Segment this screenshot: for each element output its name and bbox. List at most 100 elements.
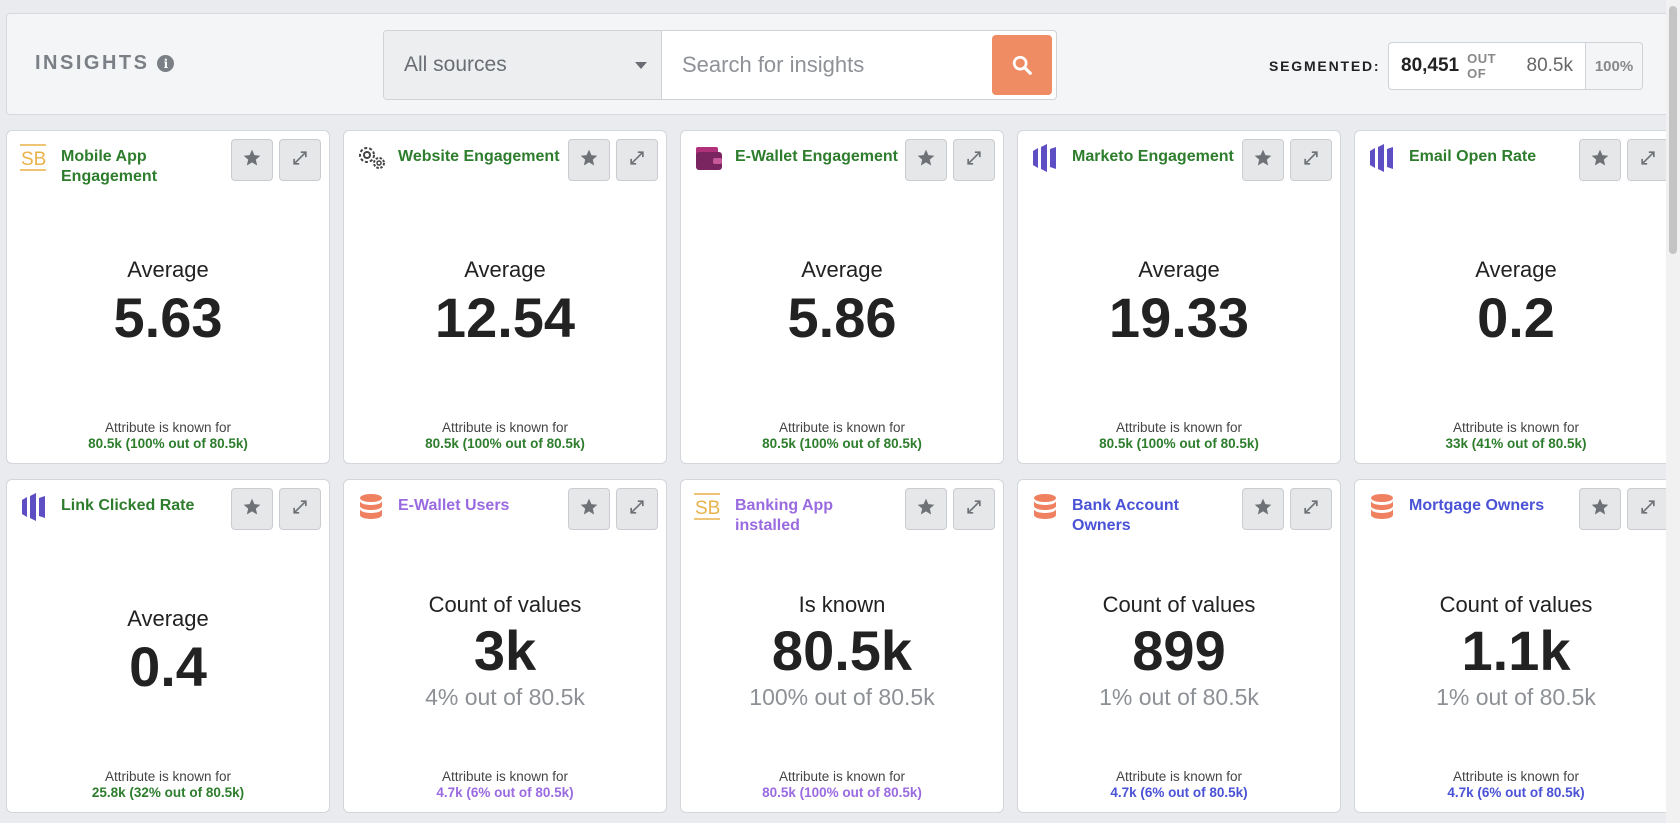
card-title[interactable]: Mortgage Owners — [1409, 497, 1545, 514]
card-title[interactable]: Website Engagement — [398, 148, 560, 165]
insight-card[interactable]: Mortgage Owners Count of values 1.1k 1% out… — [1354, 479, 1678, 813]
expand-icon — [1301, 148, 1321, 173]
known-value: 80.5k (100% out of 80.5k) — [762, 785, 922, 800]
insights-toolbar: INSIGHTS i All sources SEGMENTED: 80,451… — [6, 13, 1670, 115]
star-icon — [1590, 497, 1610, 522]
metric-label: Average — [801, 257, 883, 282]
caret-down-icon — [635, 61, 647, 69]
expand-icon — [964, 148, 984, 173]
search-icon — [1012, 55, 1032, 75]
metric-value: 80.5k — [771, 619, 913, 682]
star-icon — [242, 497, 262, 522]
favorite-button[interactable] — [568, 139, 610, 181]
expand-button[interactable] — [1627, 139, 1669, 181]
metric-label: Average — [127, 257, 209, 282]
known-value: 4.7k (6% out of 80.5k) — [1447, 785, 1585, 800]
known-label: Attribute is known for — [441, 769, 569, 784]
metric-value: 0.2 — [1477, 286, 1555, 349]
favorite-button[interactable] — [231, 488, 273, 530]
expand-button[interactable] — [616, 488, 658, 530]
expand-icon — [290, 148, 310, 173]
favorite-button[interactable] — [231, 139, 273, 181]
card-title[interactable]: Email Open Rate — [1409, 148, 1537, 165]
metric-value: 19.33 — [1108, 286, 1250, 349]
search-input[interactable] — [662, 31, 992, 99]
metric-value: 1.1k — [1461, 619, 1571, 682]
expand-button[interactable] — [279, 139, 321, 181]
card-title[interactable]: E-Wallet Users — [398, 497, 510, 514]
insight-card[interactable]: SB Mobile App Engagement Average 5.63 Attrib… — [6, 130, 330, 464]
scrollbar[interactable] — [1666, 0, 1680, 823]
insight-card[interactable]: Email Open Rate Average 0.2 Attribute is kn… — [1354, 130, 1678, 464]
marketo-icon — [19, 491, 51, 523]
metric-value: 5.63 — [113, 286, 223, 349]
segmented-percent: 100% — [1585, 42, 1643, 90]
favorite-button[interactable] — [905, 488, 947, 530]
star-icon — [579, 148, 599, 173]
known-label: Attribute is known for — [1452, 769, 1580, 784]
card-title[interactable]: Bank Account Owners — [1072, 497, 1179, 534]
favorite-button[interactable] — [1579, 139, 1621, 181]
card-title[interactable]: E-Wallet Engagement — [735, 148, 898, 165]
insight-card[interactable]: E-Wallet Engagement Average 5.86 Attribute … — [680, 130, 1004, 464]
insight-card[interactable]: Bank Account Owners Count of values 899 1% … — [1017, 479, 1341, 813]
known-value: 80.5k (100% out of 80.5k) — [425, 436, 585, 451]
card-header: SB Banking App installed — [693, 488, 1003, 538]
metric-label: Count of values — [1102, 592, 1256, 617]
search-button[interactable] — [992, 35, 1052, 95]
card-title[interactable]: Link Clicked Rate — [61, 497, 195, 514]
insight-card[interactable]: SB Banking App installed Is known 80.5k 100%… — [680, 479, 1004, 813]
sb-icon: SB — [693, 491, 725, 523]
metric-value: 0.4 — [129, 635, 207, 698]
star-icon — [1590, 148, 1610, 173]
metric-label: Is known — [798, 592, 886, 617]
known-value: 25.8k (32% out of 80.5k) — [91, 785, 245, 800]
insight-card[interactable]: Website Engagement Average 12.54 Attribute … — [343, 130, 667, 464]
expand-button[interactable] — [953, 488, 995, 530]
expand-button[interactable] — [616, 139, 658, 181]
expand-button[interactable] — [1290, 488, 1332, 530]
expand-button[interactable] — [1627, 488, 1669, 530]
svg-text:SB: SB — [695, 498, 720, 519]
marketo-icon — [1367, 142, 1399, 174]
segmented-outof: OUT OF — [1467, 51, 1497, 81]
source-select[interactable]: All sources — [384, 31, 662, 99]
scrollbar-thumb[interactable] — [1669, 6, 1677, 254]
metric-value: 5.86 — [787, 286, 897, 349]
known-value: 4.7k (6% out of 80.5k) — [436, 785, 574, 800]
insight-card[interactable]: Link Clicked Rate Average 0.4 Attribute is … — [6, 479, 330, 813]
expand-icon — [1638, 497, 1658, 522]
metric-label: Average — [127, 606, 209, 631]
expand-button[interactable] — [1290, 139, 1332, 181]
favorite-button[interactable] — [1579, 488, 1621, 530]
card-title[interactable]: Banking App installed — [735, 497, 834, 534]
card-title[interactable]: Marketo Engagement — [1072, 148, 1234, 165]
expand-button[interactable] — [279, 488, 321, 530]
card-title[interactable]: Mobile App Engagement — [61, 148, 158, 185]
known-label: Attribute is known for — [441, 420, 569, 435]
favorite-button[interactable] — [568, 488, 610, 530]
known-label: Attribute is known for — [1452, 420, 1580, 435]
insight-card[interactable]: Marketo Engagement Average 19.33 Attribute … — [1017, 130, 1341, 464]
card-header: Bank Account Owners — [1030, 488, 1340, 538]
metric-subtext: 1% out of 80.5k — [1436, 684, 1596, 710]
favorite-button[interactable] — [1242, 139, 1284, 181]
insight-card[interactable]: E-Wallet Users Count of values 3k 4% out of… — [343, 479, 667, 813]
expand-button[interactable] — [953, 139, 995, 181]
metric-subtext: 100% out of 80.5k — [749, 684, 935, 710]
metric-label: Average — [1138, 257, 1220, 282]
favorite-button[interactable] — [1242, 488, 1284, 530]
card-header: Link Clicked Rate — [19, 488, 329, 538]
expand-icon — [1301, 497, 1321, 522]
segmented-label: SEGMENTED: — [1269, 58, 1381, 74]
info-icon[interactable]: i — [157, 55, 175, 72]
page-title: INSIGHTS i — [35, 52, 175, 75]
known-value: 80.5k (100% out of 80.5k) — [88, 436, 248, 451]
segmented-count-box: 80,451 OUT OF 80.5k — [1388, 42, 1586, 90]
card-header: Website Engagement — [356, 139, 666, 189]
expand-icon — [964, 497, 984, 522]
card-header: SB Mobile App Engagement — [19, 139, 329, 189]
sb-icon: SB — [19, 142, 51, 174]
known-label: Attribute is known for — [1115, 420, 1243, 435]
favorite-button[interactable] — [905, 139, 947, 181]
